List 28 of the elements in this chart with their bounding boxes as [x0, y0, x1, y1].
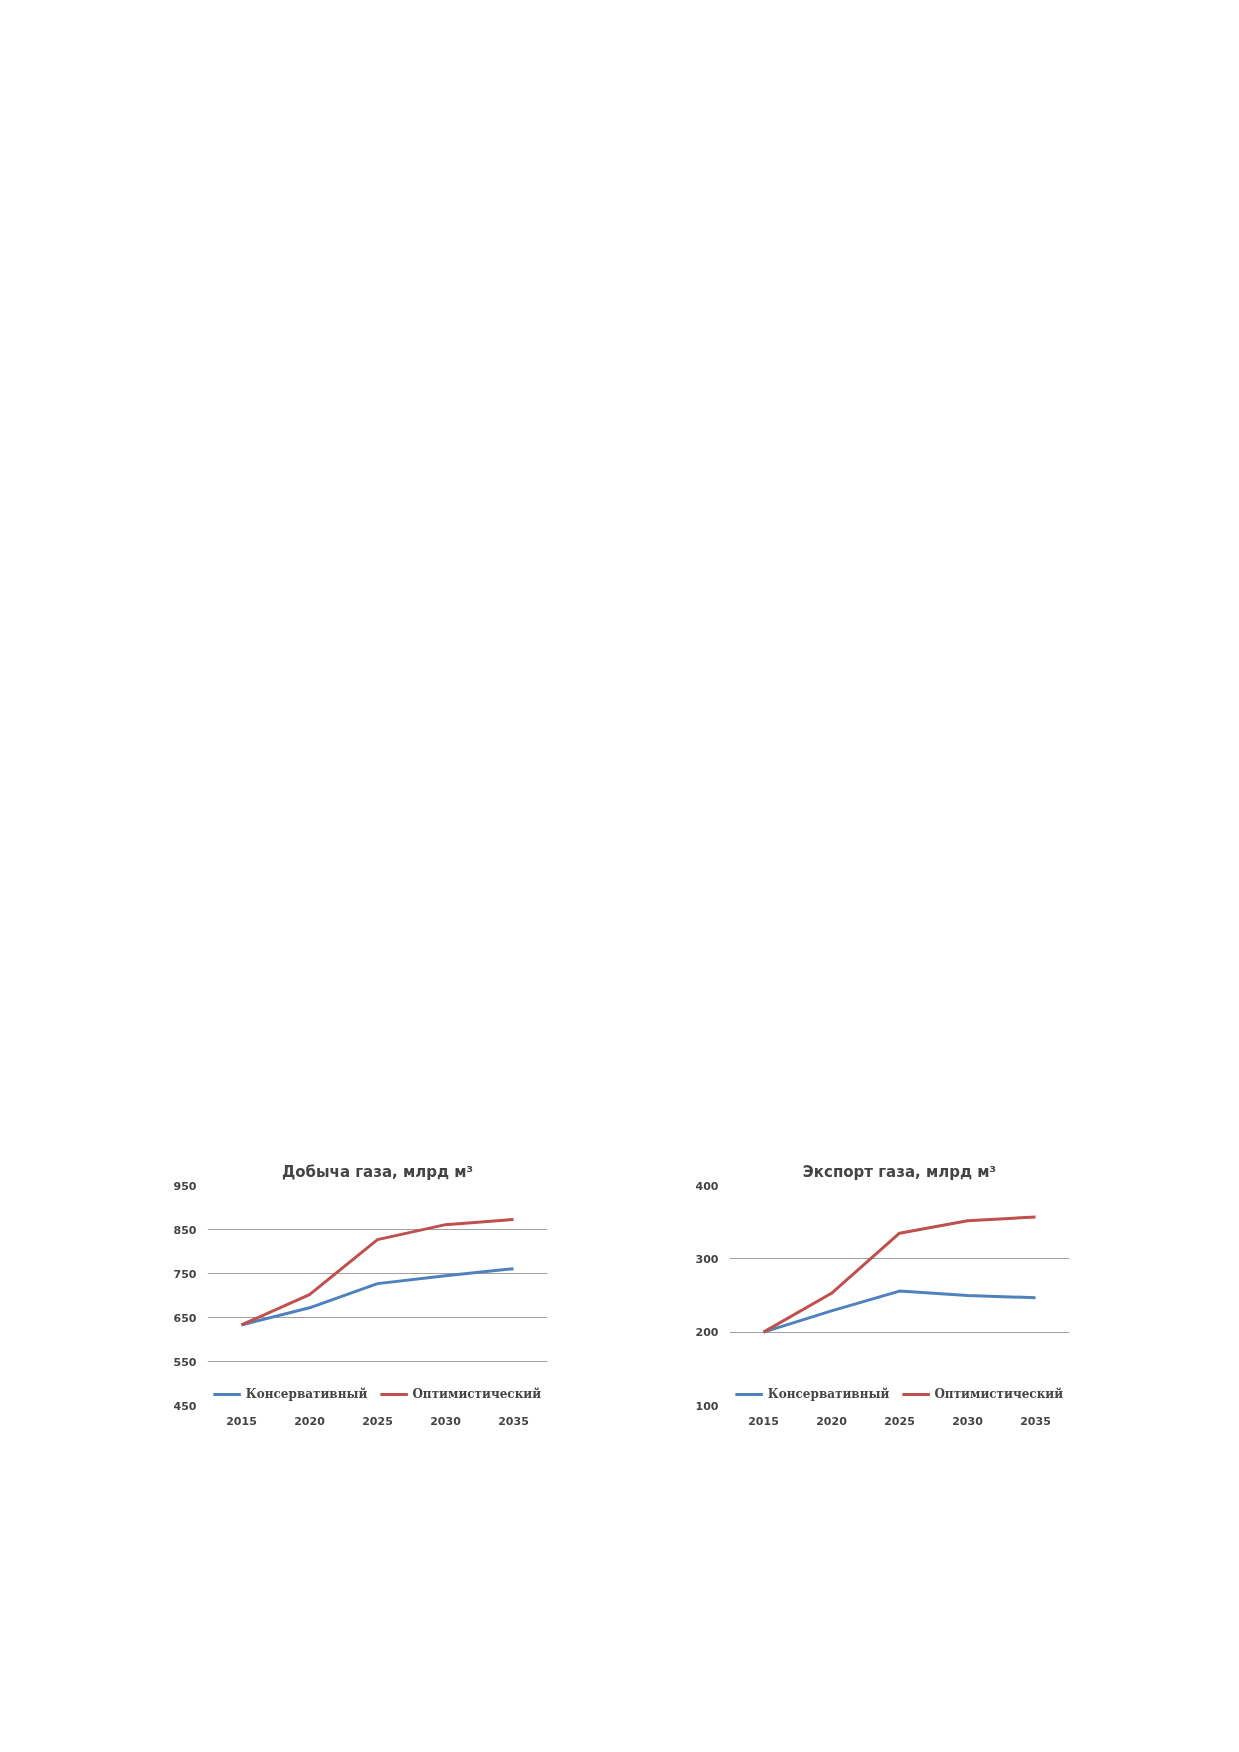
x-tick-label: 2025	[362, 1414, 393, 1428]
y-tick-label: 550	[173, 1355, 197, 1369]
y-tick-label: 450	[173, 1399, 197, 1413]
legend-label: Консервативный	[767, 1387, 890, 1401]
y-tick-label: 400	[695, 1179, 719, 1193]
x-tick-label: 2030	[430, 1414, 462, 1428]
y-tick-label: 100	[695, 1399, 719, 1413]
legend-label: Оптимистический	[412, 1387, 542, 1401]
legend-label: Консервативный	[245, 1387, 368, 1401]
x-tick-label: 2035	[1020, 1414, 1051, 1428]
x-tick-label: 2015	[226, 1414, 257, 1428]
x-tick-label: 2020	[816, 1414, 848, 1428]
y-tick-label: 200	[695, 1326, 719, 1340]
y-tick-label: 850	[173, 1223, 197, 1237]
x-tick-label: 2020	[294, 1414, 326, 1428]
y-tick-label: 300	[695, 1252, 719, 1266]
y-tick-label: 750	[173, 1267, 197, 1281]
x-tick-label: 2030	[952, 1414, 984, 1428]
line-series	[240, 1217, 515, 1327]
chart-title: Добыча газа, млрд м³	[281, 1162, 474, 1181]
x-tick-label: 2035	[498, 1414, 529, 1428]
line-series	[762, 1215, 1037, 1334]
y-tick-label: 950	[173, 1179, 197, 1193]
chart-title: Экспорт газа, млрд м³	[802, 1162, 997, 1181]
x-tick-label: 2015	[748, 1414, 779, 1428]
legend-label: Оптимистический	[934, 1387, 1064, 1401]
y-tick-label: 650	[173, 1311, 197, 1325]
x-tick-label: 2025	[884, 1414, 915, 1428]
